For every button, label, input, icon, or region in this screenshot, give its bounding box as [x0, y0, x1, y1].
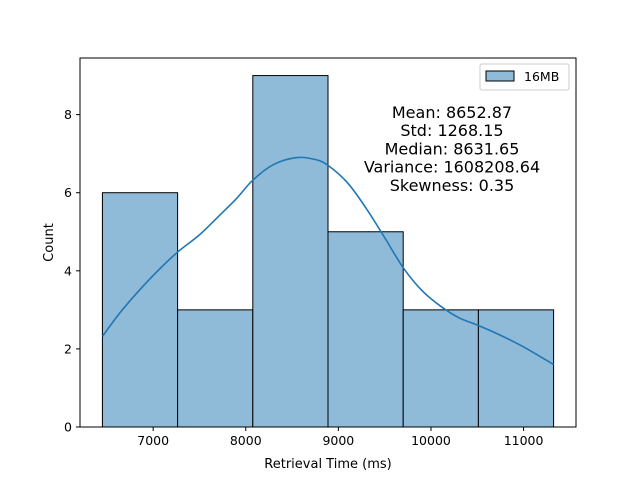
x-axis: 7000 8000 9000 10000 11000 [137, 427, 544, 448]
x-tick-label: 11000 [504, 433, 544, 448]
stats-line: Skewness: 0.35 [390, 176, 515, 195]
kde-curve [101, 156, 554, 366]
y-tick-label: 8 [64, 107, 72, 122]
stats-line: Median: 8631.65 [385, 139, 520, 158]
plot-frame [79, 57, 577, 428]
histogram-bar-5 [402, 309, 479, 428]
x-tick-label: 7000 [137, 433, 169, 448]
histogram-bar-6 [477, 309, 555, 428]
histogram-bar-4 [327, 231, 404, 428]
x-axis-label: Retrieval Time (ms) [264, 457, 391, 472]
y-tick-label: 6 [64, 185, 72, 200]
y-axis-label: Count [42, 223, 57, 262]
stats-line: Std: 1268.15 [400, 121, 503, 140]
y-axis: 0 2 4 6 8 [64, 107, 80, 435]
x-tick-label: 9000 [322, 433, 354, 448]
kde-layer [101, 156, 554, 366]
histogram-bar-1 [101, 192, 179, 428]
stats-line: Variance: 1608208.64 [364, 158, 540, 177]
y-tick-label: 0 [64, 420, 72, 435]
histogram-bar-3 [252, 75, 329, 428]
x-tick-label: 10000 [411, 433, 451, 448]
histogram-bar-2 [177, 309, 254, 428]
legend-swatch [485, 70, 515, 82]
legend: 16MB [479, 63, 570, 91]
y-tick-label: 2 [64, 341, 72, 356]
stats-line: Mean: 8652.87 [392, 103, 512, 122]
legend-label: 16MB [524, 69, 559, 84]
x-tick-label: 8000 [230, 433, 262, 448]
y-tick-label: 4 [64, 263, 72, 278]
bars-layer [101, 75, 555, 428]
